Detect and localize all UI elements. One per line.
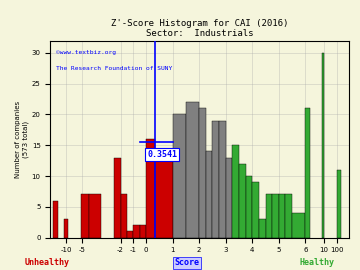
Bar (239, 164, 246, 238)
Y-axis label: Number of companies
(573 total): Number of companies (573 total) (15, 100, 29, 178)
Bar (114, 157, 121, 238)
Bar (219, 121, 226, 238)
Bar (337, 170, 341, 238)
Text: Score: Score (175, 258, 200, 267)
Bar (285, 194, 292, 238)
Text: 0.3541: 0.3541 (147, 150, 177, 159)
Bar (186, 102, 199, 238)
Bar (146, 139, 156, 238)
Text: The Research Foundation of SUNY: The Research Foundation of SUNY (57, 66, 173, 71)
Bar (140, 225, 146, 238)
Bar (172, 114, 186, 238)
Bar (232, 145, 239, 238)
Bar (226, 157, 232, 238)
Bar (266, 194, 272, 238)
Bar (279, 194, 285, 238)
Bar (305, 108, 310, 238)
Bar (81, 194, 89, 238)
Bar (127, 231, 133, 238)
Bar (246, 176, 252, 238)
Bar (156, 157, 172, 238)
Bar (272, 194, 279, 238)
Bar (259, 219, 266, 238)
Bar (64, 219, 68, 238)
Bar (121, 194, 127, 238)
Text: ©www.textbiz.org: ©www.textbiz.org (57, 50, 116, 55)
Bar (252, 182, 259, 238)
Text: Unhealthy: Unhealthy (24, 258, 69, 267)
Text: Healthy: Healthy (299, 258, 334, 267)
Bar (292, 213, 305, 238)
Bar (89, 194, 102, 238)
Bar (321, 53, 324, 238)
Bar (133, 225, 140, 238)
Bar (53, 201, 58, 238)
Title: Z'-Score Histogram for CAI (2016)
Sector:  Industrials: Z'-Score Histogram for CAI (2016) Sector… (111, 19, 288, 38)
Bar (199, 108, 206, 238)
Bar (206, 151, 212, 238)
Bar (212, 121, 219, 238)
